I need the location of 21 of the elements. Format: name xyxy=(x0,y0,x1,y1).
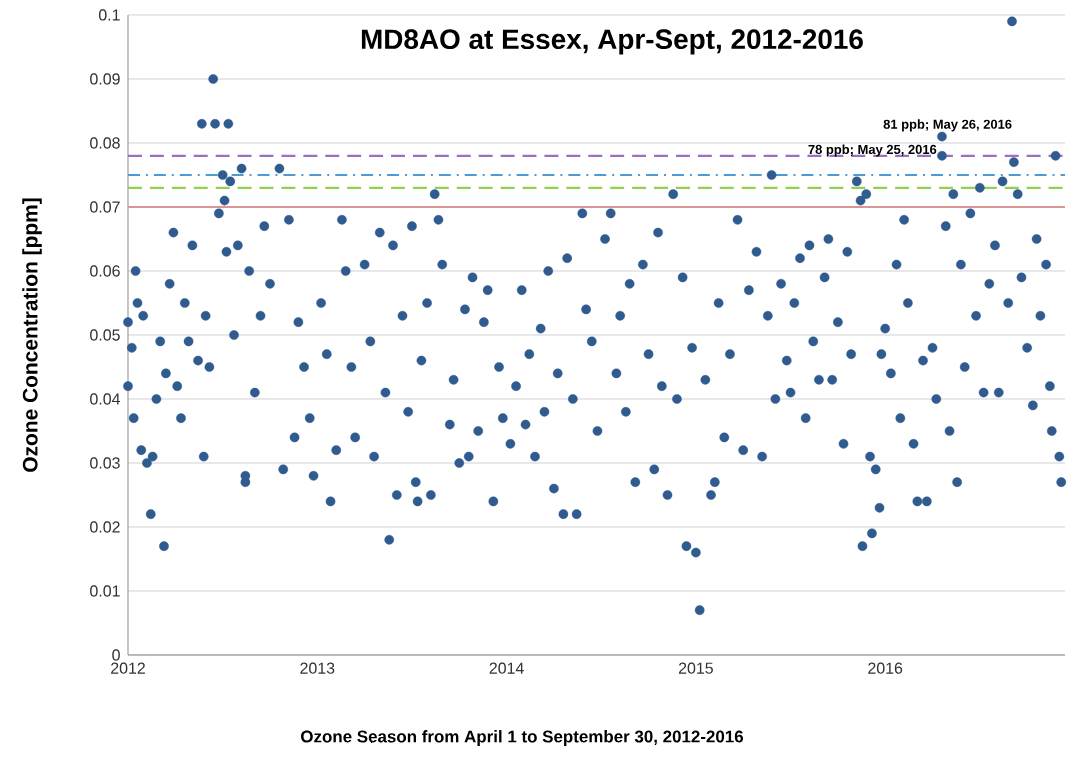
y-tick-label: 0.02 xyxy=(90,521,120,533)
annotation: 81 ppb; May 26, 2016 xyxy=(883,119,1012,132)
annotation: 78 ppb; May 25, 2016 xyxy=(808,144,937,157)
x-tick-label: 2012 xyxy=(111,662,145,674)
y-tick-label: 0.04 xyxy=(90,393,121,405)
y-tick-label: 0.03 xyxy=(90,457,120,469)
y-tick-label: 0.06 xyxy=(90,265,120,277)
x-tick-label: 2014 xyxy=(489,662,524,674)
y-tick-label: 0.1 xyxy=(98,9,120,21)
x-axis-title: Ozone Season from April 1 to September 30, 2012-2016 xyxy=(301,730,744,746)
y-tick-label: 0 xyxy=(112,649,120,661)
y-tick-label: 0.01 xyxy=(90,585,120,597)
y-tick-label: 0.05 xyxy=(90,329,120,341)
y-axis-title: Ozone Concentration [ppm] xyxy=(22,198,42,472)
y-tick-label: 0.07 xyxy=(90,201,120,213)
y-tick-label: 0.09 xyxy=(90,73,120,85)
chart-title: MD8AO at Essex, Apr-Sept, 2012-2016 xyxy=(361,29,863,55)
x-tick-label: 2013 xyxy=(300,662,335,674)
x-tick-label: 2016 xyxy=(868,662,903,674)
y-tick-label: 0.08 xyxy=(90,137,120,149)
x-tick-label: 2015 xyxy=(678,662,713,674)
